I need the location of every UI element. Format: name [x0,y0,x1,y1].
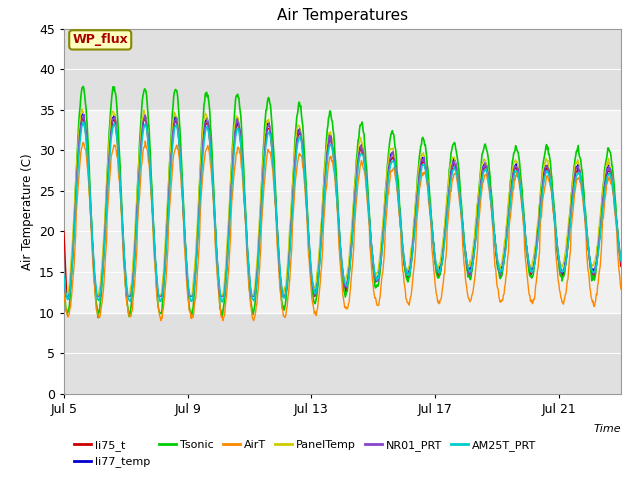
PanelTemp [78,106,86,112]
li77_temp [264,120,272,126]
Legend: li75_t, li77_temp, Tsonic, AirT, PanelTemp, NR01_PRT, AM25T_PRT: li75_t, li77_temp, Tsonic, AirT, PanelTe… [70,436,541,472]
AM25T_PRT [617,257,625,263]
AirT [377,285,385,291]
AirT [157,318,164,324]
Text: WP_flux: WP_flux [72,34,128,47]
Y-axis label: Air Temperature (C): Air Temperature (C) [20,153,33,269]
AM25T_PRT [294,141,301,147]
NR01_PRT [264,123,272,129]
AM25T_PRT [377,259,385,264]
li77_temp [511,164,519,169]
AM25T_PRT [264,130,272,136]
NR01_PRT [60,280,68,286]
li75_t [377,259,385,264]
PanelTemp [294,125,301,131]
Tsonic [617,258,625,264]
li75_t [193,258,200,264]
AM25T_PRT [79,119,87,125]
AM25T_PRT [81,123,88,129]
AirT [193,288,200,293]
li77_temp [377,254,385,260]
PanelTemp [617,257,625,263]
li77_temp [294,132,301,138]
Tsonic [294,111,301,117]
Line: li77_temp: li77_temp [64,114,621,296]
PanelTemp [63,293,71,299]
Bar [64,110,621,312]
li77_temp [62,293,70,299]
Tsonic [94,315,102,321]
AirT [80,141,88,147]
NR01_PRT [81,125,89,131]
AirT [294,159,301,165]
NR01_PRT [62,293,70,299]
Tsonic [264,96,272,102]
PanelTemp [511,158,519,164]
li77_temp [60,274,68,280]
Line: AirT: AirT [64,141,621,321]
li77_temp [79,111,86,117]
PanelTemp [193,240,200,245]
Tsonic [377,259,385,264]
AirT [264,146,272,152]
AirT [141,138,149,144]
Line: NR01_PRT: NR01_PRT [64,115,621,296]
li77_temp [617,258,625,264]
Title: Air Temperatures: Air Temperatures [277,9,408,24]
Tsonic [81,92,88,97]
li75_t [60,228,68,234]
NR01_PRT [193,255,200,261]
Line: Tsonic: Tsonic [64,86,621,318]
PanelTemp [264,120,272,125]
Line: PanelTemp: PanelTemp [64,109,621,296]
li75_t [140,116,148,122]
NR01_PRT [80,112,88,118]
PanelTemp [377,243,385,249]
Tsonic [193,256,200,262]
li75_t [617,264,625,269]
Line: AM25T_PRT: AM25T_PRT [64,122,621,302]
Line: li75_t: li75_t [64,119,621,296]
NR01_PRT [377,258,385,264]
li75_t [63,293,71,299]
AirT [617,286,625,292]
li77_temp [81,122,89,128]
AM25T_PRT [192,269,200,275]
AirT [60,288,68,294]
li75_t [264,126,272,132]
Tsonic [60,283,68,289]
AM25T_PRT [60,273,68,279]
AM25T_PRT [511,168,519,174]
Tsonic [79,84,87,89]
li75_t [81,124,88,130]
NR01_PRT [511,163,519,168]
PanelTemp [60,276,68,282]
NR01_PRT [294,133,301,139]
Tsonic [511,148,519,154]
AM25T_PRT [218,299,226,305]
AirT [511,177,519,183]
NR01_PRT [617,259,625,265]
PanelTemp [81,126,89,132]
Text: Time: Time [593,424,621,434]
li75_t [294,136,301,142]
li77_temp [193,254,200,260]
li75_t [511,165,519,170]
